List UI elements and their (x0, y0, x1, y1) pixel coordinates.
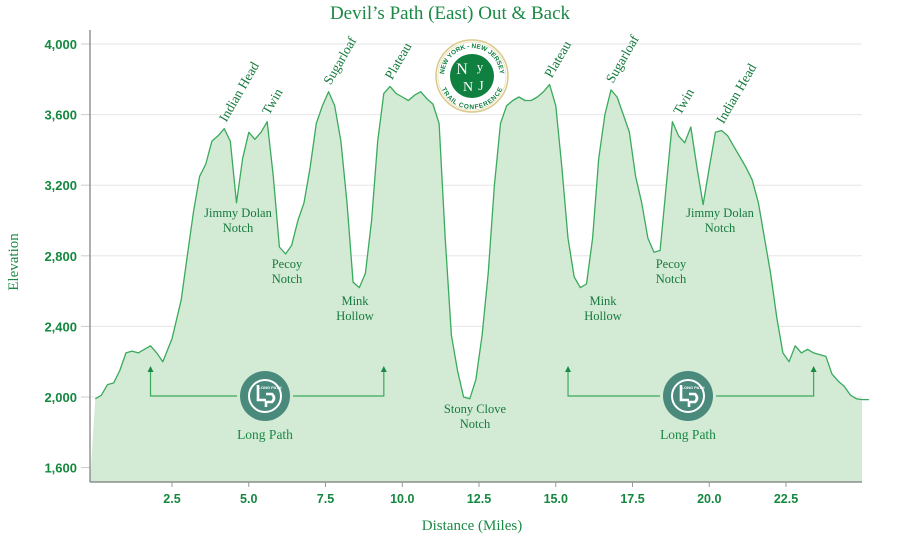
x-tick-label: 5.0 (240, 492, 257, 506)
peak-label: Indian Head (713, 61, 759, 126)
y-axis-label: Elevation (6, 233, 22, 291)
peak-label: Sugarloaf (603, 32, 642, 85)
y-tick-label: 1,600 (44, 461, 77, 476)
x-tick-label: 2.5 (163, 492, 180, 506)
x-axis-label: Distance (Miles) (422, 518, 522, 534)
x-tick-label: 10.0 (390, 492, 414, 506)
notch-label: Jimmy Dolan Notch (204, 206, 272, 235)
x-tick-label: 22.5 (774, 492, 798, 506)
long-path-segment: LONG PATH Long Path (147, 366, 387, 442)
x-tick-label: 17.5 (620, 492, 644, 506)
y-tick-label: 2,400 (44, 319, 77, 334)
long-path-logo-icon: LONG PATH (663, 371, 713, 421)
notch-label: Pecoy Notch (272, 257, 303, 286)
chart-title: Devil’s Path (East) Out & Back (329, 3, 571, 24)
peak-label: Twin (259, 86, 286, 118)
notch-label: Mink Hollow (584, 294, 622, 323)
x-tick-label: 12.5 (467, 492, 491, 506)
peak-label: Sugarloaf (320, 34, 359, 87)
svg-text:LONG PATH: LONG PATH (682, 385, 705, 390)
notch-label: Jimmy Dolan Notch (686, 206, 754, 235)
x-tick-label: 15.0 (544, 492, 568, 506)
x-axis-ticks: 2.5 5.0 7.5 10.0 12.5 15.0 17.5 20.0 22.5 (163, 482, 798, 506)
peak-label: Twin (670, 86, 697, 118)
notch-label: Stony Clove Notch (444, 402, 507, 431)
nynj-trail-conference-logo: NEW YORK - NEW JERSEY TRAIL CONFERENCE N… (435, 39, 509, 113)
axes (89, 30, 862, 483)
svg-text:J: J (478, 79, 484, 94)
y-tick-label: 2,800 (44, 249, 77, 264)
long-path-label: Long Path (660, 427, 716, 442)
long-path-logo-icon: LONG PATH (240, 371, 290, 421)
y-tick-label: 3,200 (44, 178, 77, 193)
y-tick-label: 2,000 (44, 390, 77, 405)
x-tick-label: 20.0 (697, 492, 721, 506)
svg-text:N: N (456, 61, 468, 78)
notch-label: Mink Hollow (336, 294, 374, 323)
y-axis-ticks: 4,000 3,600 3,200 2,800 2,400 2,000 1,600 (44, 37, 77, 476)
x-tick-label: 7.5 (317, 492, 334, 506)
svg-text:N: N (463, 80, 473, 95)
svg-text:y: y (477, 59, 484, 74)
long-path-segment: LONG PATH Long Path (565, 366, 817, 442)
y-tick-label: 3,600 (44, 108, 77, 123)
peak-label: Plateau (382, 40, 415, 82)
svg-text:LONG PATH: LONG PATH (259, 385, 282, 390)
y-tick-label: 4,000 (44, 37, 77, 52)
long-path-markers: LONG PATH Long Path LONG PATH Long Path (147, 366, 817, 442)
notch-label: Pecoy Notch (656, 257, 687, 286)
long-path-label: Long Path (237, 427, 293, 442)
